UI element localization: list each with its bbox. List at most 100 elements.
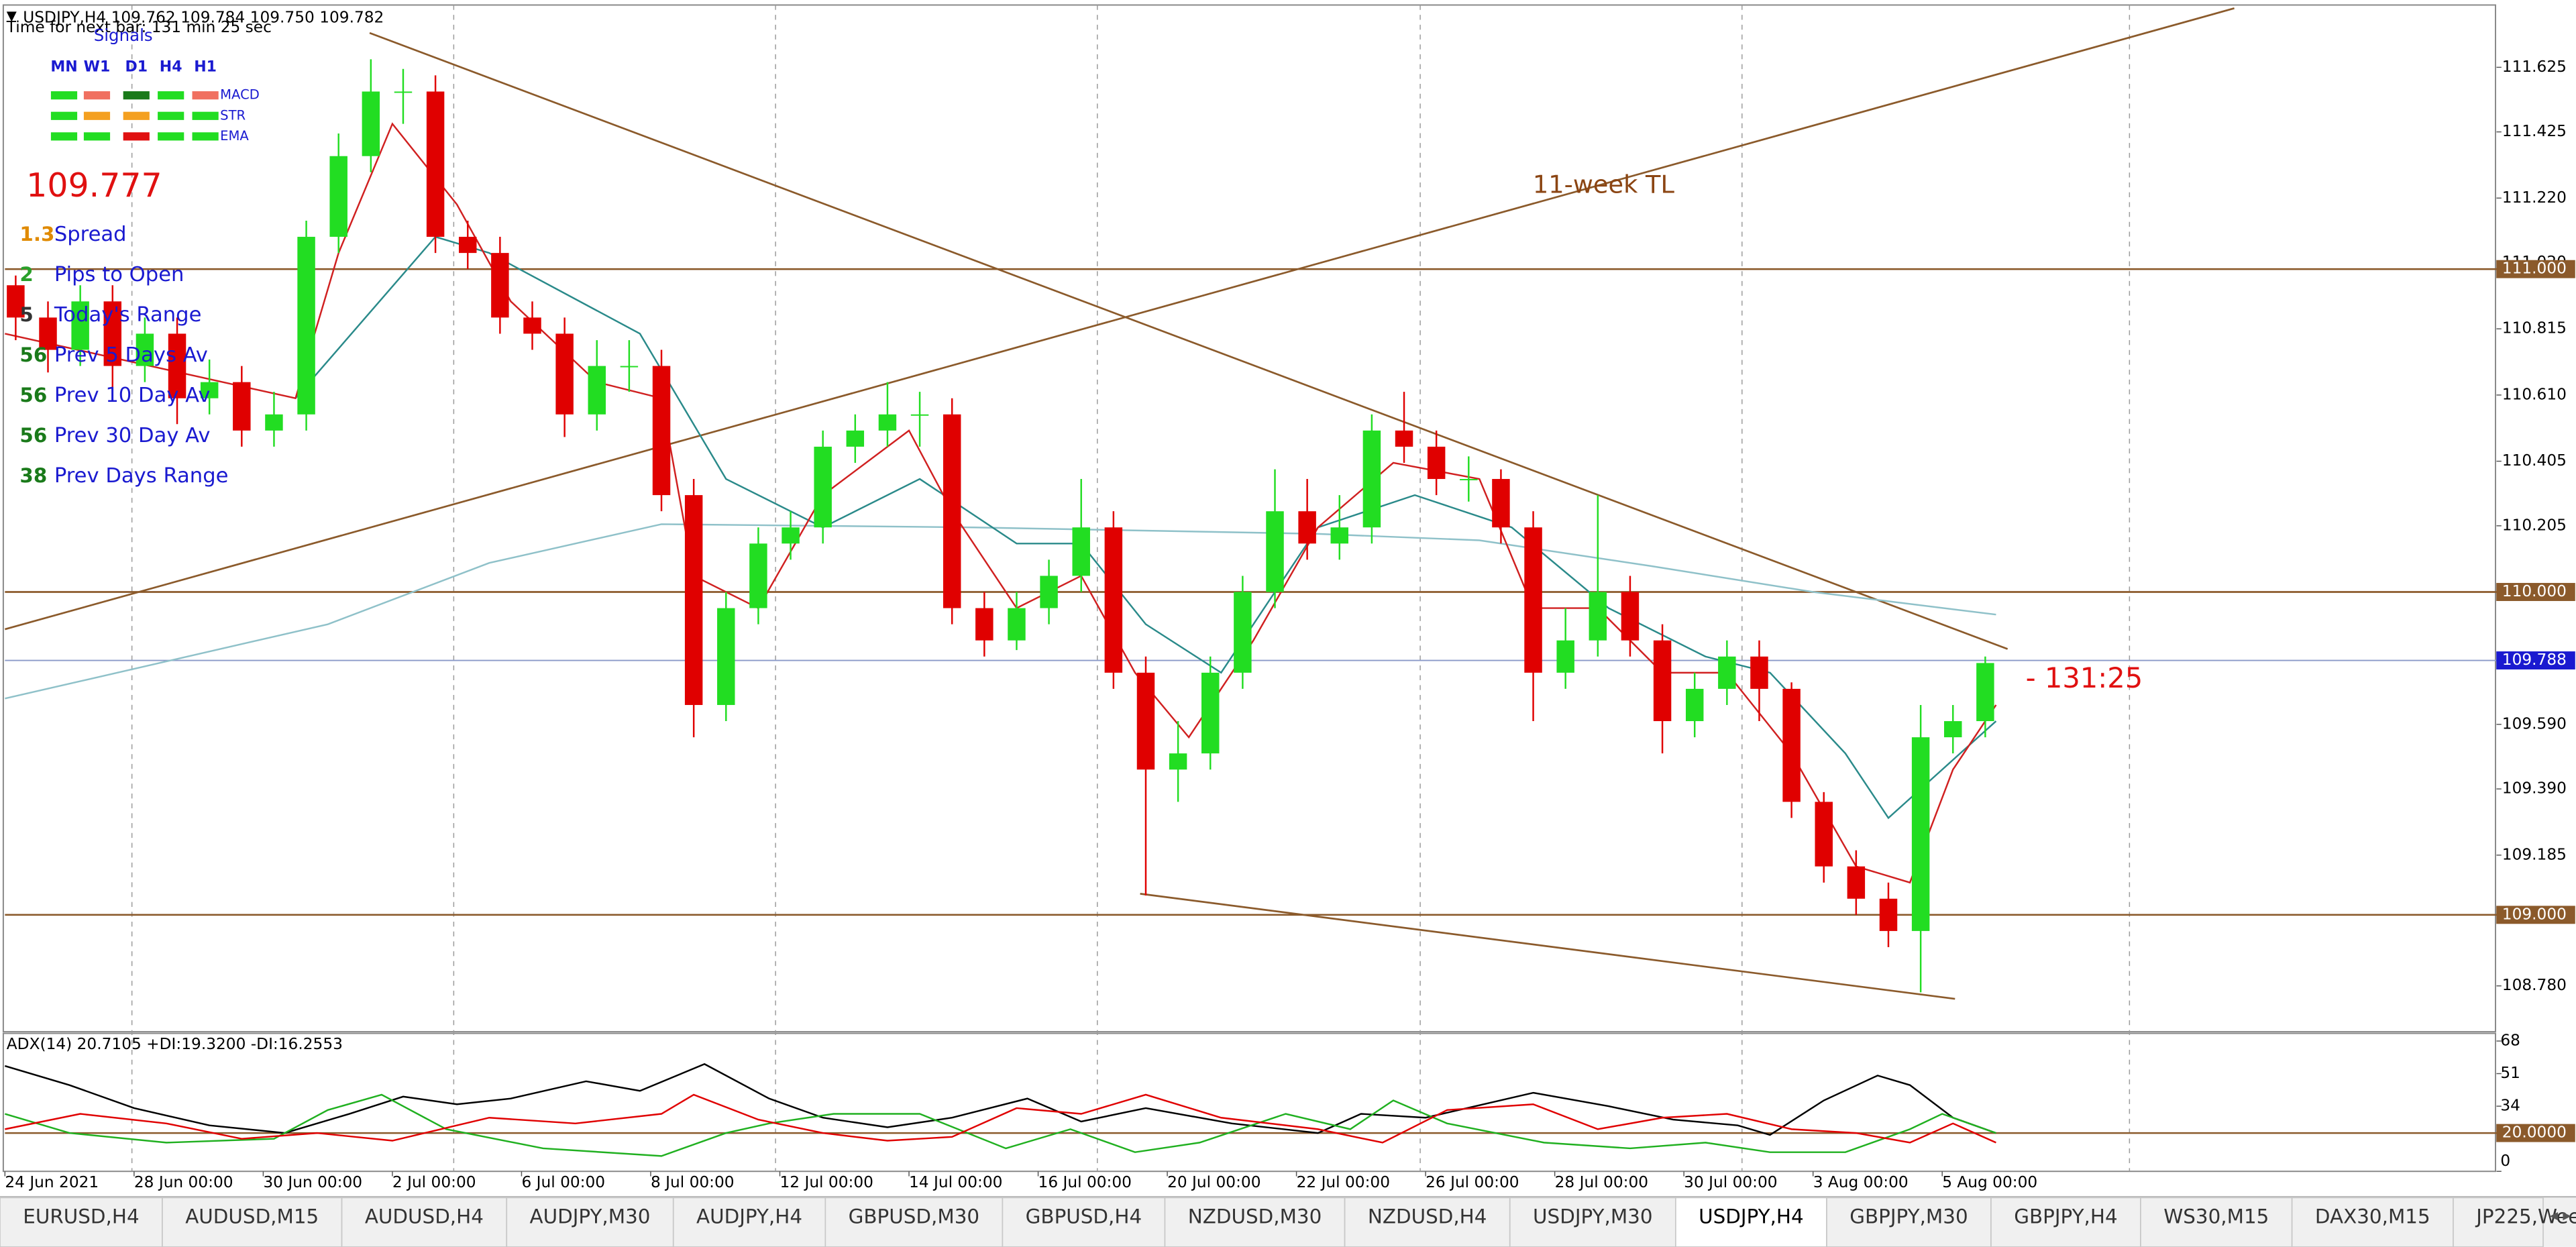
tab-label[interactable]: GBPUSD,M30 (849, 1205, 979, 1228)
candle-body (717, 608, 735, 705)
signal-cell (158, 91, 184, 100)
signal-cell (50, 91, 78, 100)
tab-scroll-left[interactable]: ◂ (2550, 1205, 2559, 1224)
stat-label: Pips to Open (54, 263, 184, 286)
tab-label[interactable]: DAX30,M15 (2315, 1205, 2430, 1228)
candle-body (1234, 592, 1252, 673)
y-tick-label: 110.610 (2502, 385, 2567, 403)
signal-row-label: STR (220, 107, 246, 123)
tab[interactable] (1674, 1197, 1827, 1247)
candle-layer (7, 59, 1994, 993)
tab-label[interactable]: AUDJPY,M30 (530, 1205, 651, 1228)
tab-label[interactable]: AUDUSD,M15 (185, 1205, 319, 1228)
tab-label[interactable]: NZDUSD,M30 (1188, 1205, 1322, 1228)
signal-cell (192, 132, 219, 141)
candle-body (1750, 656, 1768, 689)
tab-label[interactable]: GBPJPY,M30 (1849, 1205, 1968, 1228)
current-price: 109.777 (26, 166, 162, 205)
y-tick-label: 108.780 (2502, 976, 2567, 994)
candle-body (200, 382, 219, 398)
adx-line (5, 1093, 1996, 1144)
x-tick-label: 2 Jul 00:00 (392, 1173, 476, 1191)
stat-label: Spread (54, 223, 127, 246)
x-tick-label: 30 Jul 00:00 (1684, 1173, 1777, 1191)
signal-column: W1 (84, 59, 111, 76)
signal-column: MN (50, 59, 77, 76)
candle-body (265, 414, 283, 431)
countdown: - 131:25 (2026, 661, 2143, 694)
tab-label[interactable]: JP225,Weekly (2475, 1205, 2576, 1228)
signal-row-label: EMA (220, 128, 249, 144)
tab-label[interactable]: GBPUSD,H4 (1026, 1205, 1142, 1228)
candle-body (1395, 430, 1413, 447)
stat-label: Prev 10 Day Av (54, 384, 211, 407)
tab-label[interactable]: USDJPY,H4 (1699, 1205, 1804, 1228)
x-tick-label: 26 Jul 00:00 (1426, 1173, 1519, 1191)
candle-body (1008, 608, 1026, 641)
tab-scroll-right[interactable]: ▸ (2563, 1205, 2571, 1224)
y-tick-label: 110.205 (2502, 516, 2567, 534)
stat-value: 1.3 (19, 223, 54, 246)
stat-value: 56 (19, 343, 47, 366)
tab[interactable] (162, 1197, 343, 1247)
tab[interactable] (1509, 1197, 1676, 1247)
x-tick-label: 5 Aug 00:00 (1942, 1173, 2037, 1191)
candle-body (1556, 640, 1574, 673)
signal-cell (123, 132, 150, 141)
candle-body (1944, 721, 1962, 738)
stat-value: 56 (19, 424, 47, 447)
x-tick-label: 22 Jul 00:00 (1297, 1173, 1390, 1191)
tab-label[interactable]: AUDUSD,H4 (365, 1205, 484, 1228)
candle-body (103, 301, 122, 366)
adx-frame (2, 1032, 2496, 1173)
tab[interactable] (1990, 1197, 2141, 1247)
y-tick-label: 109.590 (2502, 714, 2567, 733)
x-tick-label: 8 Jul 00:00 (651, 1173, 735, 1191)
tab-label[interactable]: EURUSD,H4 (23, 1205, 139, 1228)
tab-label[interactable]: WS30,M15 (2163, 1205, 2269, 1228)
candle-body (1298, 511, 1316, 544)
tab-label[interactable]: NZDUSD,H4 (1368, 1205, 1487, 1228)
candle-body (458, 237, 477, 254)
tab[interactable] (824, 1197, 1004, 1247)
bar-timer: Time for next bar: 131 min 25 sec (6, 18, 272, 36)
price-frame (2, 4, 2496, 1033)
tab-label[interactable]: AUDJPY,H4 (696, 1205, 802, 1228)
candle-body (136, 333, 154, 366)
level-label: 111.000 (2502, 260, 2567, 278)
tab-label[interactable]: GBPJPY,H4 (2014, 1205, 2117, 1228)
menu-arrow[interactable]: ▼ (7, 8, 17, 23)
x-tick-label: 3 Aug 00:00 (1813, 1173, 1909, 1191)
stat-label: Prev 30 Day Av (54, 424, 211, 447)
candle-body (7, 285, 25, 318)
candle-body (1201, 672, 1220, 754)
tab-label[interactable]: USDJPY,M30 (1533, 1205, 1653, 1228)
adx-level-box (2496, 1124, 2575, 1142)
signal-cell (83, 111, 111, 120)
candle-body (491, 253, 509, 318)
tab[interactable] (2453, 1197, 2544, 1247)
bid-label: 109.788 (2502, 651, 2567, 669)
tab[interactable] (341, 1197, 508, 1247)
tab[interactable] (1164, 1197, 1346, 1247)
y-tick-label: 109.390 (2502, 779, 2567, 798)
candle-body (910, 414, 929, 416)
candle-body (1492, 479, 1510, 528)
signal-cell (123, 91, 150, 100)
down-trendline (369, 32, 2008, 650)
tab[interactable] (1002, 1197, 1166, 1247)
bid-box (2496, 651, 2575, 670)
signal-cell (158, 111, 184, 120)
tab[interactable] (0, 1197, 163, 1247)
tab[interactable] (2140, 1197, 2293, 1247)
x-tick-label: 28 Jul 00:00 (1555, 1173, 1648, 1191)
y-tick-label: 111.220 (2502, 188, 2567, 207)
tab[interactable] (672, 1197, 826, 1247)
adx-level-label: 20.0000 (2502, 1124, 2567, 1142)
stat-label: Prev Days Range (54, 464, 229, 488)
y-tick-label: 110.405 (2502, 451, 2567, 470)
tab[interactable] (1344, 1197, 1511, 1247)
